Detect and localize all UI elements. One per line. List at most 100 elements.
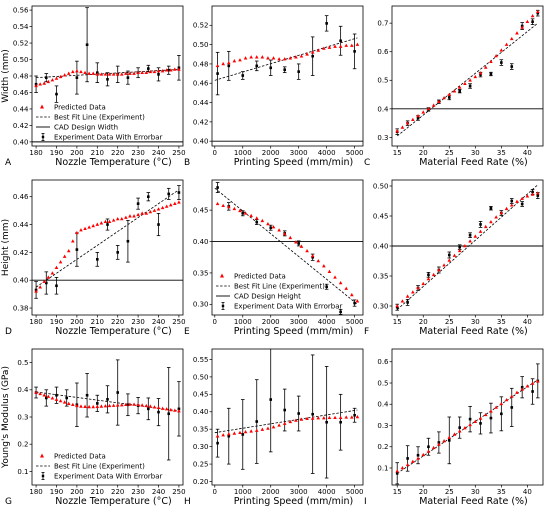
experiment-marker	[157, 410, 160, 414]
predicted-point	[66, 401, 71, 405]
predicted-point	[322, 264, 326, 268]
predicted-point	[310, 50, 315, 54]
experiment-marker	[339, 310, 342, 314]
predicted-point	[173, 201, 177, 205]
predicted-point	[395, 304, 400, 308]
experiment-marker	[311, 412, 314, 416]
predicted-point	[243, 429, 248, 434]
predicted-point	[50, 271, 55, 275]
predicted-point	[128, 402, 132, 406]
experiment-point	[54, 386, 59, 404]
panel-letter: E	[184, 327, 190, 337]
legend-label: Best Fit Line (Experiment)	[54, 113, 145, 121]
experiment-marker	[297, 242, 300, 245]
y-tick-label: 0.2	[17, 441, 28, 449]
experiment-marker	[255, 64, 259, 68]
predicted-point	[249, 55, 253, 59]
legend-entry-best-fit: Best Fit Line (Experiment)	[36, 462, 145, 470]
x-tick-label: 250	[172, 488, 185, 496]
y-tick-label: 0.30	[373, 302, 389, 310]
predicted-point	[431, 445, 436, 450]
predicted-point	[232, 431, 237, 435]
experiment-marker	[55, 284, 58, 288]
predicted-point	[530, 14, 535, 18]
experiment-point	[215, 428, 220, 458]
predicted-point	[164, 407, 169, 411]
predicted-point	[405, 462, 410, 467]
x-tick-label: 3000	[290, 488, 308, 496]
experiment-point	[296, 240, 301, 247]
experiment-point	[338, 308, 343, 315]
x-axis-label: Nozzle Temperature (°C)	[55, 496, 171, 507]
predicted-point	[288, 235, 293, 240]
experiment-point	[146, 397, 151, 421]
predicted-point	[160, 205, 165, 210]
experiment-point	[296, 63, 301, 80]
plot-frame	[211, 348, 364, 486]
chart-panel-f: 15 20 25 30 35 40 0.30 0.35 0.40 0.45 0.50 Material…	[364, 179, 544, 337]
experiment-marker	[325, 285, 328, 289]
x-axis-label: Material Feed Rate (%)	[419, 326, 528, 337]
predicted-point	[54, 397, 59, 401]
predicted-point	[504, 206, 509, 211]
experiment-marker	[489, 206, 493, 210]
predicted-point	[221, 61, 225, 66]
predicted-point	[115, 72, 120, 76]
experiment-point	[177, 185, 181, 200]
predicted-point	[316, 416, 321, 420]
x-tick-label: 4000	[318, 318, 336, 326]
predicted-point	[535, 9, 540, 14]
predicted-point	[177, 200, 181, 204]
y-tick-label: 0.2	[377, 443, 388, 451]
predicted-point	[95, 222, 100, 226]
predicted-point	[115, 216, 120, 221]
legend-label: Experiment Data With Errorbar	[54, 472, 163, 480]
experiment-marker	[44, 281, 48, 285]
y-tick-label: 0.42	[13, 122, 29, 130]
y-tick-label: 0.1	[17, 468, 28, 476]
experiment-point	[254, 379, 259, 464]
experiment-marker	[325, 22, 328, 25]
predicted-point	[499, 211, 504, 215]
predicted-point	[148, 69, 153, 74]
experiment-marker	[353, 50, 356, 53]
y-tick-label: 0.7	[377, 20, 388, 28]
experiment-point	[416, 446, 420, 465]
experiment-marker	[531, 390, 534, 393]
predicted-point	[58, 398, 63, 403]
experiment-marker	[177, 191, 181, 194]
predicted-point	[71, 402, 75, 407]
y-tick-label: 0.20	[193, 478, 209, 486]
experiment-marker	[85, 43, 89, 47]
experiment-marker	[283, 408, 287, 412]
predicted-point	[426, 106, 431, 111]
predicted-point	[525, 194, 530, 198]
y-tick-label: 0.3	[377, 134, 388, 142]
experiment-point	[126, 393, 130, 417]
experiment-point	[468, 83, 472, 89]
predicted-point	[243, 211, 248, 215]
predicted-point	[457, 429, 462, 433]
legend-experiment-marker	[41, 474, 45, 478]
x-tick-label: 20	[419, 318, 428, 326]
panel-letter: D	[5, 327, 12, 337]
x-tick-label: 250	[172, 318, 185, 326]
predicted-point	[87, 404, 91, 409]
experiment-marker	[447, 253, 451, 257]
experiment-marker	[353, 413, 356, 417]
predicted-point	[95, 72, 100, 76]
experiment-point	[136, 197, 140, 210]
predicted-point	[494, 405, 498, 409]
predicted-point	[140, 70, 144, 75]
experiment-marker	[500, 61, 503, 64]
experiment-point	[44, 73, 49, 83]
y-tick-label: 0.30	[193, 443, 209, 451]
predicted-point	[173, 408, 177, 412]
legend-entry-predicted: Predicted Data	[220, 272, 286, 280]
experiment-marker	[241, 74, 245, 77]
y-tick-label: 0.35	[373, 272, 389, 280]
predicted-point	[338, 44, 343, 48]
predicted-point	[294, 240, 298, 244]
x-tick-label: 5000	[346, 149, 364, 157]
predicted-point	[34, 390, 38, 394]
